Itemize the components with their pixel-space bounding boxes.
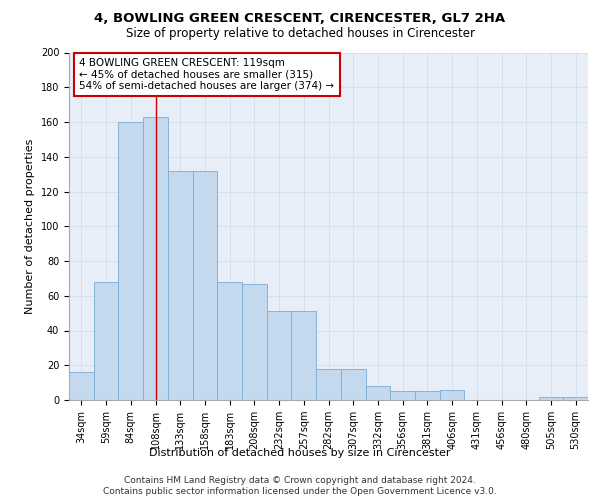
Text: Contains public sector information licensed under the Open Government Licence v3: Contains public sector information licen… xyxy=(103,487,497,496)
Bar xyxy=(563,396,588,400)
Bar xyxy=(69,372,94,400)
Bar xyxy=(267,312,292,400)
Bar xyxy=(539,396,563,400)
Bar xyxy=(415,392,440,400)
Bar xyxy=(168,170,193,400)
Bar xyxy=(440,390,464,400)
Bar xyxy=(94,282,118,400)
Bar xyxy=(292,312,316,400)
Bar xyxy=(118,122,143,400)
Bar xyxy=(316,368,341,400)
Text: Size of property relative to detached houses in Cirencester: Size of property relative to detached ho… xyxy=(125,28,475,40)
Text: 4, BOWLING GREEN CRESCENT, CIRENCESTER, GL7 2HA: 4, BOWLING GREEN CRESCENT, CIRENCESTER, … xyxy=(94,12,506,26)
Bar xyxy=(242,284,267,400)
Bar xyxy=(390,392,415,400)
Bar xyxy=(341,368,365,400)
Text: Contains HM Land Registry data © Crown copyright and database right 2024.: Contains HM Land Registry data © Crown c… xyxy=(124,476,476,485)
Bar xyxy=(217,282,242,400)
Text: 4 BOWLING GREEN CRESCENT: 119sqm
← 45% of detached houses are smaller (315)
54% : 4 BOWLING GREEN CRESCENT: 119sqm ← 45% o… xyxy=(79,58,335,91)
Y-axis label: Number of detached properties: Number of detached properties xyxy=(25,138,35,314)
Bar xyxy=(143,117,168,400)
Bar xyxy=(193,170,217,400)
Text: Distribution of detached houses by size in Cirencester: Distribution of detached houses by size … xyxy=(149,448,451,458)
Bar xyxy=(365,386,390,400)
